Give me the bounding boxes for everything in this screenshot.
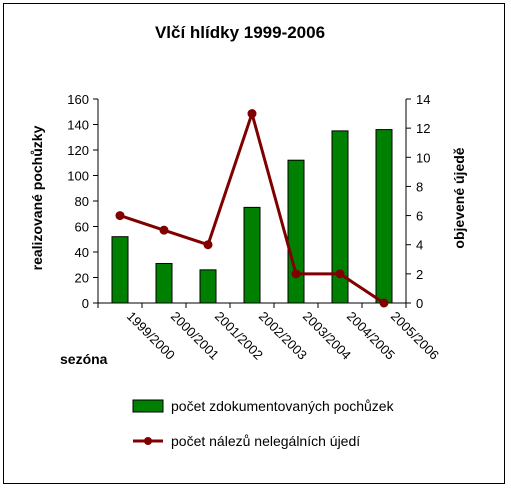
y-left-tick-label: 160 [67, 92, 89, 107]
y-right-tick-label: 6 [416, 209, 423, 224]
bar [243, 206, 261, 304]
y-axis-left-title: realizované pochůzky [29, 125, 45, 270]
bar [331, 130, 349, 304]
x-tick-label: 2005/2006 [388, 309, 442, 363]
line-point [203, 240, 213, 250]
chart-title: Vlčí hlídky 1999-2006 [155, 23, 325, 42]
legend-label-line: počet nálezů nelegálních újedí [171, 433, 360, 449]
bar [375, 129, 393, 304]
y-right-tick-label: 2 [416, 267, 423, 282]
y-left-tick-label: 100 [67, 169, 89, 184]
y-left-tick-label: 20 [75, 271, 89, 286]
line-point [159, 225, 169, 235]
legend-swatch-marker [144, 437, 152, 445]
bar [287, 159, 305, 304]
y-left-tick-label: 140 [67, 118, 89, 133]
bar [111, 236, 129, 304]
legend: počet zdokumentovaných pochůzek počet ná… [132, 398, 395, 449]
y-right-tick-label: 14 [416, 92, 430, 107]
y-axis-right-title: objevené újedě [451, 147, 467, 248]
legend-swatch-bars [132, 399, 164, 413]
y-left-tick-label: 120 [67, 143, 89, 158]
plot-area: 020406080100120140160024681012141999/200… [67, 92, 442, 363]
y-right-tick-label: 0 [416, 296, 423, 311]
line-point [379, 298, 389, 308]
y-right-tick-label: 12 [416, 121, 430, 136]
bar [155, 262, 173, 304]
y-left-tick-label: 0 [82, 296, 89, 311]
y-right-tick-label: 10 [416, 150, 430, 165]
line-point [115, 211, 125, 221]
line-point [335, 269, 345, 279]
x-axis-title: sezóna [60, 351, 108, 367]
y-right-tick-label: 4 [416, 238, 423, 253]
line-point [247, 109, 257, 119]
legend-label-bars: počet zdokumentovaných pochůzek [171, 398, 395, 414]
line-point [291, 269, 301, 279]
y-left-tick-label: 60 [75, 220, 89, 235]
y-right-tick-label: 8 [416, 179, 423, 194]
y-left-tick-label: 80 [75, 194, 89, 209]
y-left-tick-label: 40 [75, 245, 89, 260]
bar [199, 269, 217, 304]
